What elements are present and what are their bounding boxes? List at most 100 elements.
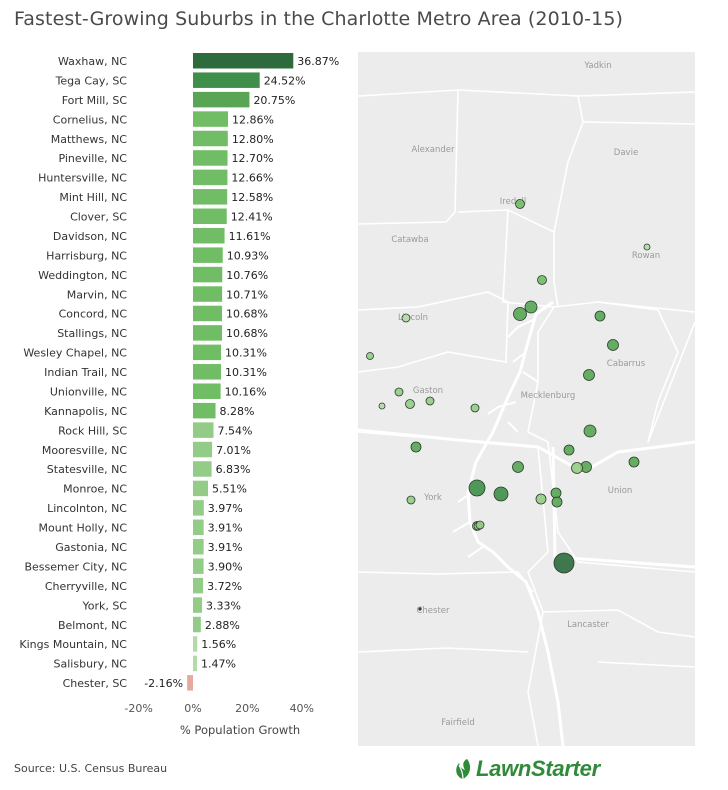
county-label: Catawba [391,235,428,245]
value-label: 3.90% [208,560,243,573]
bar[interactable] [193,130,228,147]
bar[interactable] [193,422,214,438]
value-label: 7.01% [216,444,251,457]
bar[interactable] [193,636,198,652]
city-dot[interactable] [475,520,485,530]
city-dot[interactable] [493,486,509,502]
category-label: Statesville, NC [47,463,128,476]
bar[interactable] [193,72,260,88]
city-dot[interactable] [563,444,575,456]
bar[interactable] [193,150,228,166]
city-dot[interactable] [366,352,374,360]
bar[interactable] [193,53,294,69]
city-dot[interactable] [537,275,547,285]
city-dot[interactable] [406,495,416,505]
category-label: Unionville, NC [50,385,127,398]
bar[interactable] [193,305,223,322]
city-dot[interactable] [378,402,386,410]
bar[interactable] [193,266,223,283]
lawnstarter-logo[interactable]: LawnStarter [452,756,600,782]
city-dot[interactable] [418,607,422,611]
city-dot[interactable] [470,403,480,413]
city-dot[interactable] [513,307,527,321]
category-label: Waxhaw, NC [58,55,127,68]
city-dot[interactable] [410,441,422,453]
bar[interactable] [193,577,204,594]
bar[interactable] [193,519,204,536]
city-dot[interactable] [535,493,547,505]
bar[interactable] [193,558,204,574]
city-dot[interactable] [628,456,640,468]
value-label: 12.80% [232,133,274,146]
category-label: Mint Hill, NC [59,191,127,204]
bar[interactable] [193,539,204,555]
bar[interactable] [193,169,228,186]
county-label: Union [608,486,633,496]
county-label: Lincoln [398,313,428,323]
city-dot[interactable] [607,339,619,351]
county-label: Cabarrus [607,359,646,369]
city-dot[interactable] [425,396,435,406]
city-dot[interactable] [524,300,538,314]
value-label: 10.68% [226,327,268,340]
bar[interactable] [193,364,222,380]
bar[interactable] [193,247,223,263]
bar[interactable] [193,344,222,361]
city-dot[interactable] [394,387,404,397]
source-note: Source: U.S. Census Bureau [14,762,168,775]
city-dot[interactable] [553,552,575,574]
city-dot[interactable] [512,461,524,473]
category-label: Salisbury, NC [54,658,128,671]
city-dot[interactable] [583,369,595,381]
bar[interactable] [193,91,250,108]
county-borders [358,89,695,746]
city-dot[interactable] [583,424,597,438]
x-tick-label: 40% [290,702,314,715]
bar[interactable] [193,383,221,399]
value-label: 6.83% [216,463,251,476]
bar[interactable] [193,616,201,633]
bar[interactable] [193,111,228,127]
category-label: Kannapolis, NC [44,405,127,418]
bar[interactable] [193,189,228,205]
bar[interactable] [193,597,203,613]
bar[interactable] [193,500,204,516]
bars-layer: Waxhaw, NC 36.87% Tega Cay, SC 24.52% Fort M… [19,48,347,696]
county-label: Alexander [411,145,455,155]
value-label: 12.58% [231,191,273,204]
bar[interactable] [193,208,227,225]
value-label: 12.86% [232,113,274,126]
bar[interactable] [193,441,213,458]
value-label: 36.87% [297,55,339,68]
category-label: Pineville, NC [58,152,127,165]
category-label: Clover, SC [70,211,127,224]
city-dot[interactable] [401,313,411,323]
city-dots [366,199,651,611]
value-label: 8.28% [220,405,255,418]
bar[interactable] [193,325,223,341]
x-axis-label: % Population Growth [180,723,300,737]
city-dot[interactable] [594,310,606,322]
city-dot[interactable] [468,479,486,497]
category-label: Fort Mill, SC [62,94,128,107]
bar[interactable] [193,402,216,419]
bar[interactable] [193,286,223,302]
value-label: 2.88% [205,619,240,632]
value-label: 10.93% [227,249,269,262]
bar[interactable] [193,480,208,497]
category-label: Indian Trail, NC [44,366,127,379]
category-label: Tega Cay, SC [55,74,128,87]
city-dot[interactable] [550,487,562,499]
city-dot[interactable] [571,462,583,474]
bar[interactable] [193,461,212,477]
city-dot[interactable] [551,496,563,508]
city-dot[interactable] [643,243,651,251]
city-dot[interactable] [405,399,415,409]
city-dot[interactable] [515,199,525,209]
bar[interactable] [193,655,197,672]
county-label: Gaston [413,386,443,396]
bar[interactable] [187,675,193,691]
category-label: Davidson, NC [53,230,127,243]
category-label: Bessemer City, NC [24,560,127,573]
bar[interactable] [193,227,225,244]
